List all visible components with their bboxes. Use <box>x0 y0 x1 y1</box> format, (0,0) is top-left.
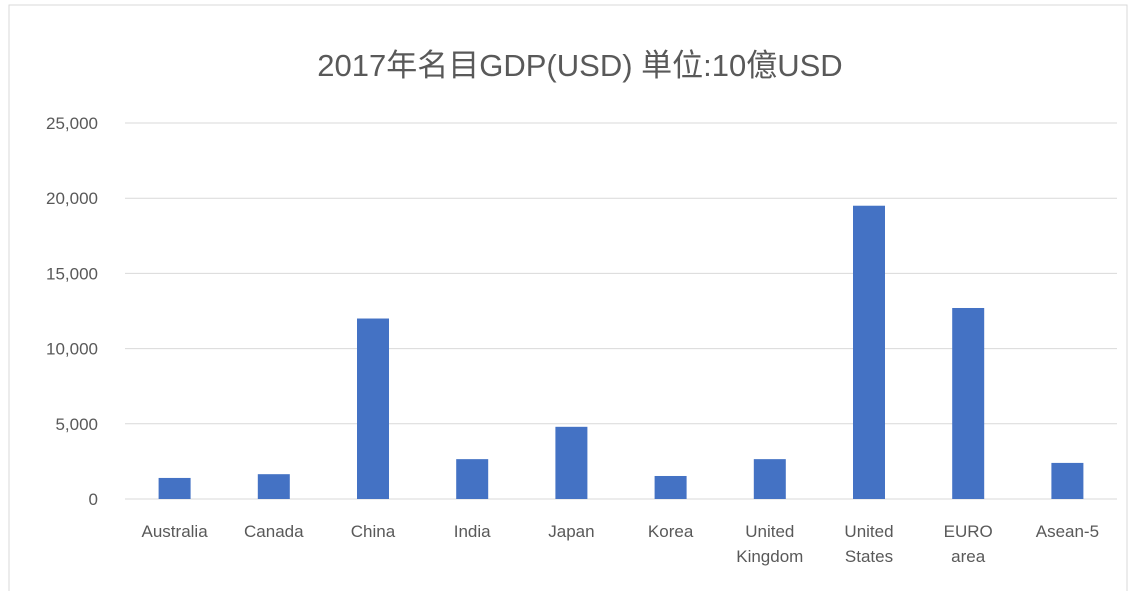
x-tick-label: Korea <box>648 522 694 541</box>
x-tick-label: EURO area <box>944 522 993 566</box>
x-tick-label: Australia <box>142 522 209 541</box>
y-tick-label: 20,000 <box>46 189 98 208</box>
chart-title: 2017年名目GDP(USD) 単位:10億USD <box>317 48 842 83</box>
bar <box>1051 462 1084 499</box>
x-tick-label: India <box>454 522 491 541</box>
x-tick-label: Asean-5 <box>1036 522 1099 541</box>
bar <box>952 307 985 499</box>
chart-frame <box>8 4 1128 591</box>
y-tick-label: 25,000 <box>46 114 98 133</box>
x-tick-label: United Kingdom <box>736 522 803 566</box>
y-tick-label: 5,000 <box>55 415 98 434</box>
x-tick-label: Japan <box>548 522 594 541</box>
y-tick-label: 0 <box>89 490 98 509</box>
x-tick-label: United States <box>844 522 893 566</box>
x-tick-label: Canada <box>244 522 304 541</box>
bar <box>853 205 885 499</box>
bar <box>753 459 786 499</box>
y-tick-label: 10,000 <box>46 340 98 359</box>
bar <box>158 477 191 499</box>
bar <box>357 318 389 499</box>
bar <box>257 474 290 499</box>
bar <box>456 459 489 499</box>
bar <box>555 426 588 499</box>
bar <box>654 475 687 499</box>
x-tick-label: China <box>351 522 396 541</box>
y-tick-label: 15,000 <box>46 264 98 283</box>
